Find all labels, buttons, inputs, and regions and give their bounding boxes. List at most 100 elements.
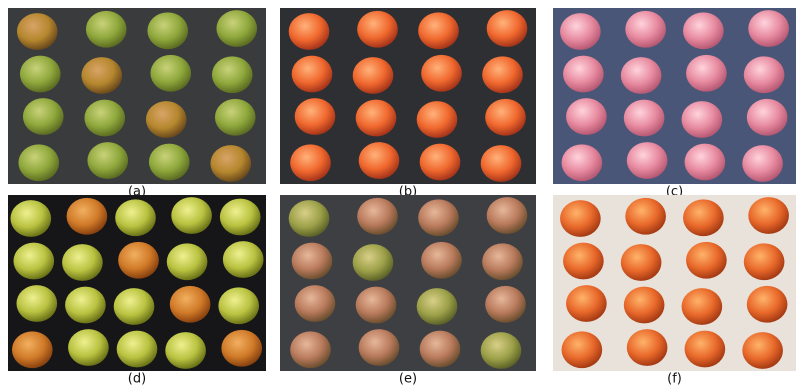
tomato [62, 244, 103, 281]
tomato [485, 286, 526, 323]
tomato [485, 99, 526, 136]
tomato [67, 198, 108, 235]
tomato [357, 11, 398, 48]
tomato [223, 241, 264, 278]
tomato [747, 286, 788, 323]
tomato [563, 243, 604, 280]
tomato [420, 144, 461, 181]
tomato [748, 10, 789, 47]
tomato [216, 10, 257, 47]
tomato [221, 330, 262, 367]
tomato [744, 56, 785, 93]
tomato [212, 56, 253, 93]
tomato [627, 142, 668, 179]
tomato [114, 288, 155, 325]
photo-panel [553, 8, 796, 184]
tomato [13, 243, 54, 280]
tomato [744, 243, 785, 280]
tomato [215, 99, 256, 136]
tomato [86, 11, 127, 48]
tomato [218, 287, 259, 324]
tomato [65, 287, 106, 324]
tomato [560, 200, 601, 237]
tomato [417, 288, 458, 325]
tomato [356, 287, 397, 324]
tomato [20, 56, 61, 93]
tomato [417, 101, 458, 138]
photo-panel [8, 8, 266, 184]
tomato [353, 244, 394, 281]
figure: (a)(b)(c)(d)(e)(f) [0, 0, 800, 388]
tomato [562, 144, 603, 181]
tomato [562, 331, 603, 368]
tomato [685, 331, 726, 368]
tomato [748, 197, 789, 234]
panel-label: (e) [399, 372, 417, 387]
tomato [621, 244, 662, 281]
tomato [290, 144, 331, 181]
tomato [118, 242, 159, 279]
tomato [12, 331, 53, 368]
tomato [84, 100, 125, 137]
tomato [482, 56, 523, 93]
tomato [625, 198, 666, 235]
photo-panel [280, 195, 536, 371]
tomato [625, 11, 666, 48]
tomato [147, 12, 188, 49]
tomato [359, 142, 400, 179]
tomato [624, 287, 665, 324]
tomato [289, 13, 330, 50]
tomato [359, 329, 400, 366]
tomato [621, 57, 662, 94]
tomato [17, 13, 58, 50]
tomato [624, 100, 665, 137]
photo-panel [280, 8, 536, 184]
tomato [87, 142, 128, 179]
tomato [481, 145, 522, 182]
tomato [686, 55, 727, 92]
tomato [566, 285, 607, 322]
tomato [171, 197, 212, 234]
tomato [290, 331, 331, 368]
tomato [627, 329, 668, 366]
tomato [210, 145, 251, 182]
photo-panel [8, 195, 266, 371]
tomato [23, 98, 64, 135]
tomato [18, 144, 59, 181]
tomato [682, 288, 723, 325]
tomato [482, 243, 523, 280]
tomato [686, 242, 727, 279]
tomato [146, 101, 187, 138]
tomato [117, 331, 158, 368]
tomato [747, 99, 788, 136]
tomato [295, 98, 336, 135]
tomato [683, 12, 724, 49]
tomato [115, 199, 156, 236]
tomato [292, 56, 333, 93]
tomato [418, 199, 459, 236]
tomato [487, 10, 528, 47]
tomato [292, 243, 333, 280]
tomato [685, 144, 726, 181]
tomato [165, 332, 206, 369]
tomato [357, 198, 398, 235]
tomato [742, 332, 783, 369]
tomato [421, 55, 462, 92]
tomato [353, 57, 394, 94]
tomato [563, 56, 604, 93]
tomato [481, 332, 522, 369]
tomato [16, 285, 57, 322]
tomato [10, 200, 51, 237]
tomato [420, 331, 461, 368]
tomato [742, 145, 783, 182]
panel-label: (f) [667, 372, 682, 387]
tomato [356, 100, 397, 137]
photo-panel [553, 195, 796, 371]
tomato [682, 101, 723, 138]
tomato [421, 242, 462, 279]
tomato [295, 285, 336, 322]
panel-label: (d) [128, 372, 146, 387]
tomato [68, 329, 109, 366]
tomato [170, 286, 211, 323]
tomato [566, 98, 607, 135]
